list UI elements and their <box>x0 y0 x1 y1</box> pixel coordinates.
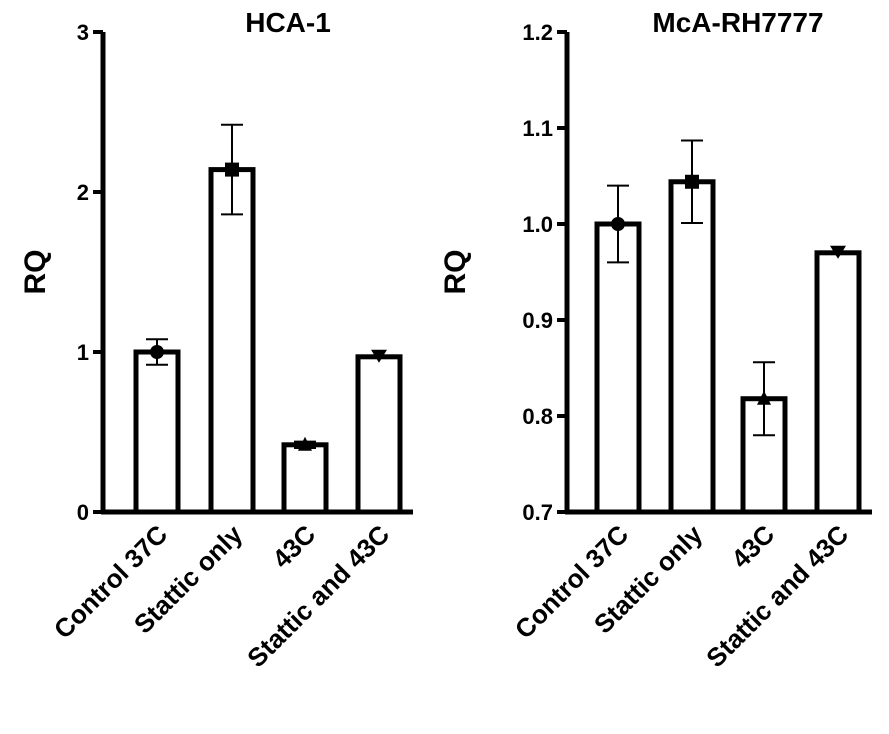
y-tick-label: 2 <box>77 180 89 205</box>
bar <box>133 349 181 515</box>
bar <box>594 221 642 515</box>
bars <box>594 139 862 515</box>
bar <box>281 442 329 515</box>
bar <box>668 179 716 515</box>
x-tick-label: 43C <box>725 519 780 574</box>
y-tick-label: 1.0 <box>522 212 553 237</box>
y-tick-label: 1.1 <box>522 116 553 141</box>
triangle-down-marker <box>371 349 387 363</box>
y-axis-label: RQ <box>439 250 472 295</box>
circle-marker <box>150 345 164 359</box>
y-tick-label: 0.9 <box>522 308 553 333</box>
chart-title: McA-RH7777 <box>652 7 823 38</box>
chart-mca-rh7777: McA-RH7777 RQ 0.7 0.8 0.9 1.0 1.1 1.2 Control… <box>439 7 872 673</box>
y-tick-label: 1.2 <box>522 20 553 45</box>
y-ticks: 0 1 2 3 <box>77 20 103 525</box>
triangle-up-marker <box>757 390 771 405</box>
y-tick-label: 0.7 <box>522 500 553 525</box>
square-marker <box>685 174 699 189</box>
bars <box>133 123 403 515</box>
y-ticks: 0.7 0.8 0.9 1.0 1.1 1.2 <box>522 20 567 525</box>
circle-marker <box>611 217 625 231</box>
triangle-up-marker <box>298 436 312 451</box>
x-tick-label: 43C <box>266 519 321 574</box>
square-marker <box>225 162 239 177</box>
y-axis-label: RQ <box>19 250 52 295</box>
bar <box>814 250 862 515</box>
triangle-down-marker <box>830 245 846 259</box>
chart-title: HCA-1 <box>245 7 331 38</box>
bar <box>355 354 403 515</box>
y-tick-label: 0 <box>77 500 89 525</box>
y-tick-label: 0.8 <box>522 404 553 429</box>
y-tick-label: 1 <box>77 340 89 365</box>
y-tick-label: 3 <box>77 20 89 45</box>
bar <box>208 167 256 515</box>
